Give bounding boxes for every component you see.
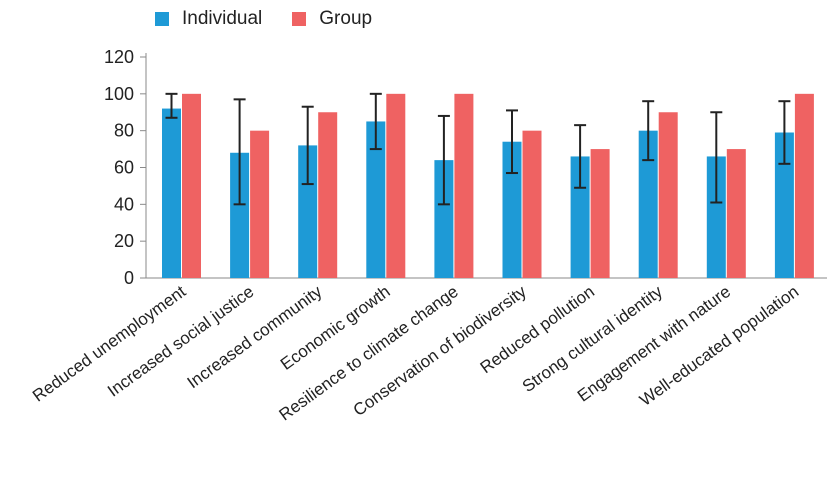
y-tick-label: 80 [114, 121, 134, 141]
bar-individual [298, 145, 318, 278]
bar-group [182, 93, 201, 278]
bar-group [590, 149, 610, 278]
y-tick-label: 60 [114, 158, 134, 178]
y-tick-label: 0 [124, 268, 134, 288]
bar-group [250, 130, 270, 278]
y-tick-label: 100 [104, 84, 134, 104]
y-tick-label: 120 [104, 47, 134, 67]
bar-group [658, 112, 678, 278]
bar-group [454, 93, 474, 278]
legend-swatch-group [292, 12, 307, 26]
bar-individual [706, 156, 726, 278]
bar-individual [774, 132, 794, 278]
legend-label-individual: Individual [182, 8, 263, 29]
bar-group [794, 93, 814, 278]
bar-individual [230, 152, 250, 278]
x-tick-label: Reduced pollution [477, 282, 598, 377]
bar-group [726, 149, 746, 278]
bar-individual [366, 121, 386, 278]
bar-individual [502, 141, 522, 278]
bar-individual [638, 130, 658, 278]
legend-item-individual: Individual [155, 8, 262, 30]
y-tick-label: 40 [114, 194, 134, 214]
legend-item-group: Group [292, 8, 372, 30]
bar-group [386, 93, 406, 278]
legend-label-group: Group [319, 8, 373, 29]
bar-group [318, 112, 338, 278]
legend: Individual Group [155, 8, 402, 30]
y-tick-label: 20 [114, 231, 134, 251]
bar-group [522, 130, 542, 278]
bar-individual [434, 160, 454, 278]
bar-individual [162, 108, 181, 278]
legend-swatch-individual [155, 12, 169, 26]
